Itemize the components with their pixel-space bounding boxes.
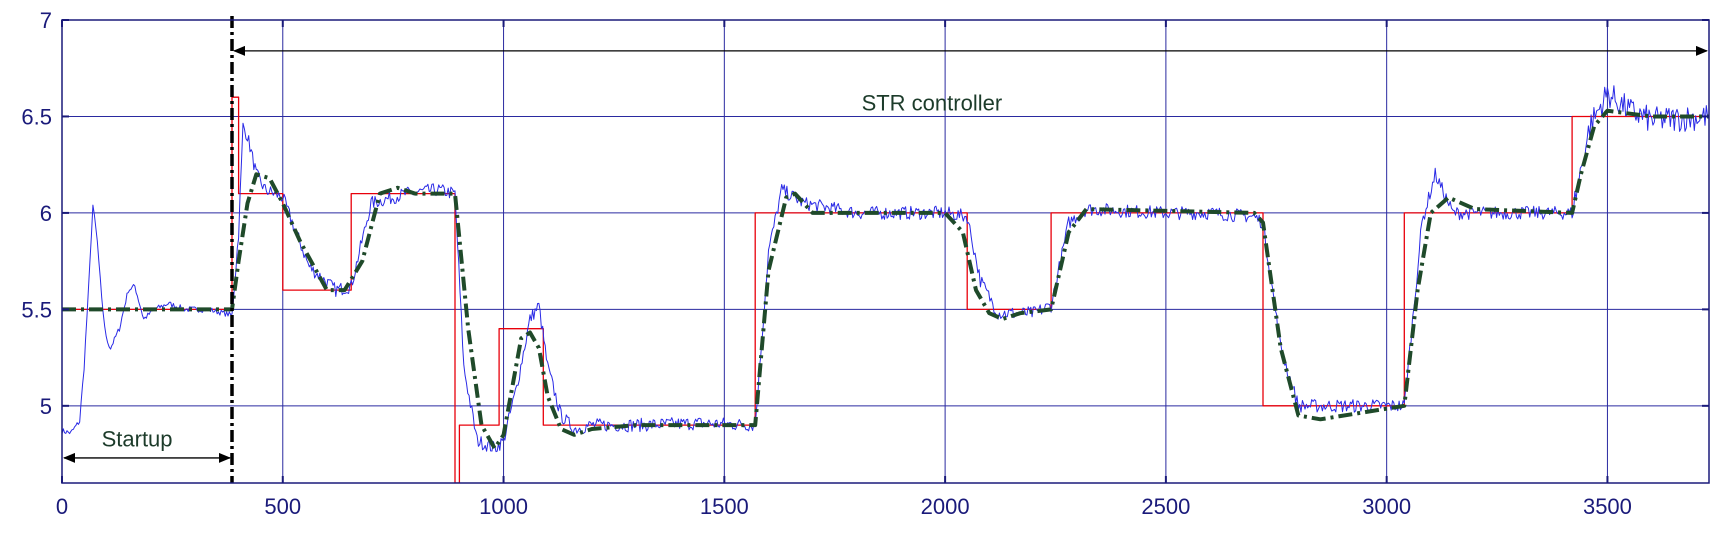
y-tick-label: 5 — [40, 394, 52, 419]
x-tick-label: 3000 — [1362, 494, 1411, 519]
series-line-1 — [62, 85, 1709, 453]
y-tick-label: 5.5 — [21, 297, 52, 322]
x-tick-label: 3500 — [1583, 494, 1632, 519]
series-line-0 — [62, 96, 1709, 483]
grid-lines — [62, 20, 1709, 483]
annotation-label: STR controller — [862, 91, 1003, 116]
y-tick-label: 6.5 — [21, 104, 52, 129]
x-tick-label: 0 — [56, 494, 68, 519]
y-tick-label: 6 — [40, 201, 52, 226]
x-tick-label: 2500 — [1141, 494, 1190, 519]
annotation-layer: Startup STR controller — [63, 16, 1708, 483]
x-tick-label: 1500 — [700, 494, 749, 519]
x-tick-label: 1000 — [479, 494, 528, 519]
annotation-label: Startup — [102, 426, 173, 451]
axis-ticks: 0 500 1000 1500 2000 2500 3000 3500 5 5.5 6 6.5 7 — [21, 8, 1709, 519]
x-tick-label: 500 — [264, 494, 301, 519]
series-lines — [62, 85, 1709, 483]
x-tick-label: 2000 — [921, 494, 970, 519]
series-line-2 — [62, 108, 1709, 451]
plot-area-border — [61, 19, 1710, 484]
y-tick-label: 7 — [40, 8, 52, 33]
